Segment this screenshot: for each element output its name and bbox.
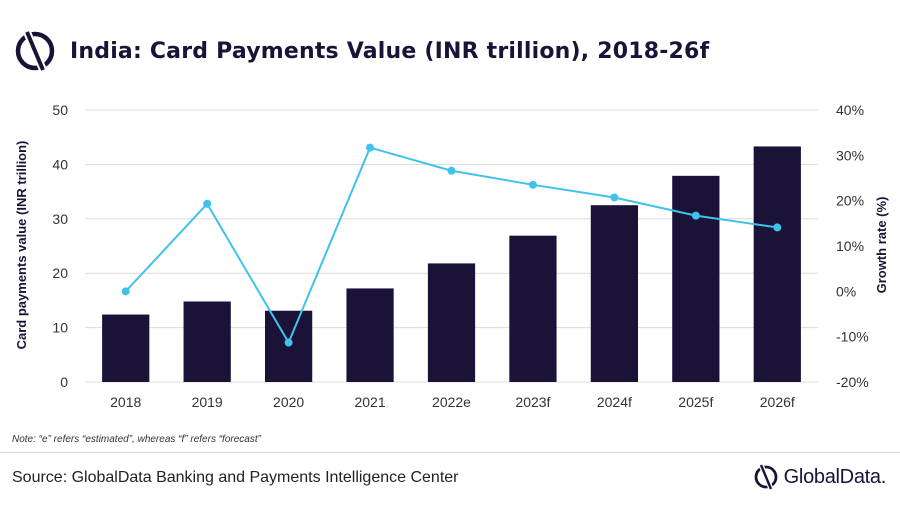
source-text: Source: GlobalData Banking and Payments …: [12, 469, 459, 486]
chart-title: India: Card Payments Value (INR trillion…: [70, 38, 710, 64]
growth-point: [203, 199, 212, 208]
globaldata-logo-icon: [15, 30, 55, 72]
right-tick-label: 20%: [836, 193, 864, 209]
growth-point: [528, 180, 537, 189]
right-tick-label: 30%: [836, 147, 864, 163]
divider: [0, 452, 900, 453]
bar: [590, 205, 639, 382]
x-tick-label: 2023f: [515, 394, 550, 410]
growth-point: [121, 287, 130, 296]
right-tick-label: 40%: [836, 102, 864, 118]
growth-point: [366, 143, 375, 152]
x-tick-label: 2022e: [432, 394, 471, 410]
brand-name: GlobalData.: [783, 465, 887, 488]
bar: [102, 314, 150, 382]
x-tick-label: 2025f: [678, 394, 713, 410]
bar: [346, 288, 394, 382]
left-tick-label: 50: [52, 102, 68, 118]
growth-point: [691, 211, 700, 220]
x-tick-label: 2018: [110, 394, 141, 410]
x-tick-label: 2019: [192, 394, 223, 410]
growth-point: [610, 193, 619, 202]
left-axis-ticks: 0 10 20 30 40 50: [52, 102, 68, 390]
growth-point: [447, 166, 456, 175]
bar: [672, 175, 720, 382]
growth-point: [773, 223, 782, 232]
chart-header: India: Card Payments Value (INR trillion…: [12, 26, 709, 76]
left-tick-label: 30: [52, 211, 68, 227]
left-axis-label: Card payments value (INR trillion): [14, 141, 29, 350]
left-tick-label: 10: [52, 320, 68, 336]
x-tick-label: 2024f: [597, 394, 632, 410]
right-axis-label: Growth rate (%): [874, 197, 889, 294]
x-tick-label: 2026f: [760, 394, 795, 410]
bar-series: [102, 146, 801, 382]
growth-line-series: [121, 143, 782, 347]
growth-point: [284, 338, 293, 347]
bar: [427, 263, 476, 382]
right-tick-label: -20%: [836, 374, 869, 390]
globaldata-logo-icon: [754, 464, 778, 490]
x-tick-label: 2021: [354, 394, 385, 410]
bar: [509, 235, 557, 382]
left-tick-label: 0: [60, 374, 68, 390]
footnote: Note: “e” refers “estimated”, whereas “f…: [12, 434, 261, 445]
left-tick-label: 40: [52, 156, 68, 172]
right-axis-ticks: -20% -10% 0% 10% 20% 30% 40%: [836, 102, 869, 390]
bar: [753, 146, 801, 382]
right-tick-label: 10%: [836, 238, 864, 254]
right-tick-label: -10%: [836, 329, 869, 345]
left-tick-label: 20: [52, 265, 68, 281]
x-tick-label: 2020: [273, 394, 304, 410]
brand-logo: GlobalData.: [752, 463, 886, 491]
right-tick-label: 0%: [836, 283, 856, 299]
bar: [183, 301, 231, 382]
x-axis-ticks: 2018 2019 2020 2021 2022e 2023f 2024f 2025f 2026…: [110, 394, 795, 410]
